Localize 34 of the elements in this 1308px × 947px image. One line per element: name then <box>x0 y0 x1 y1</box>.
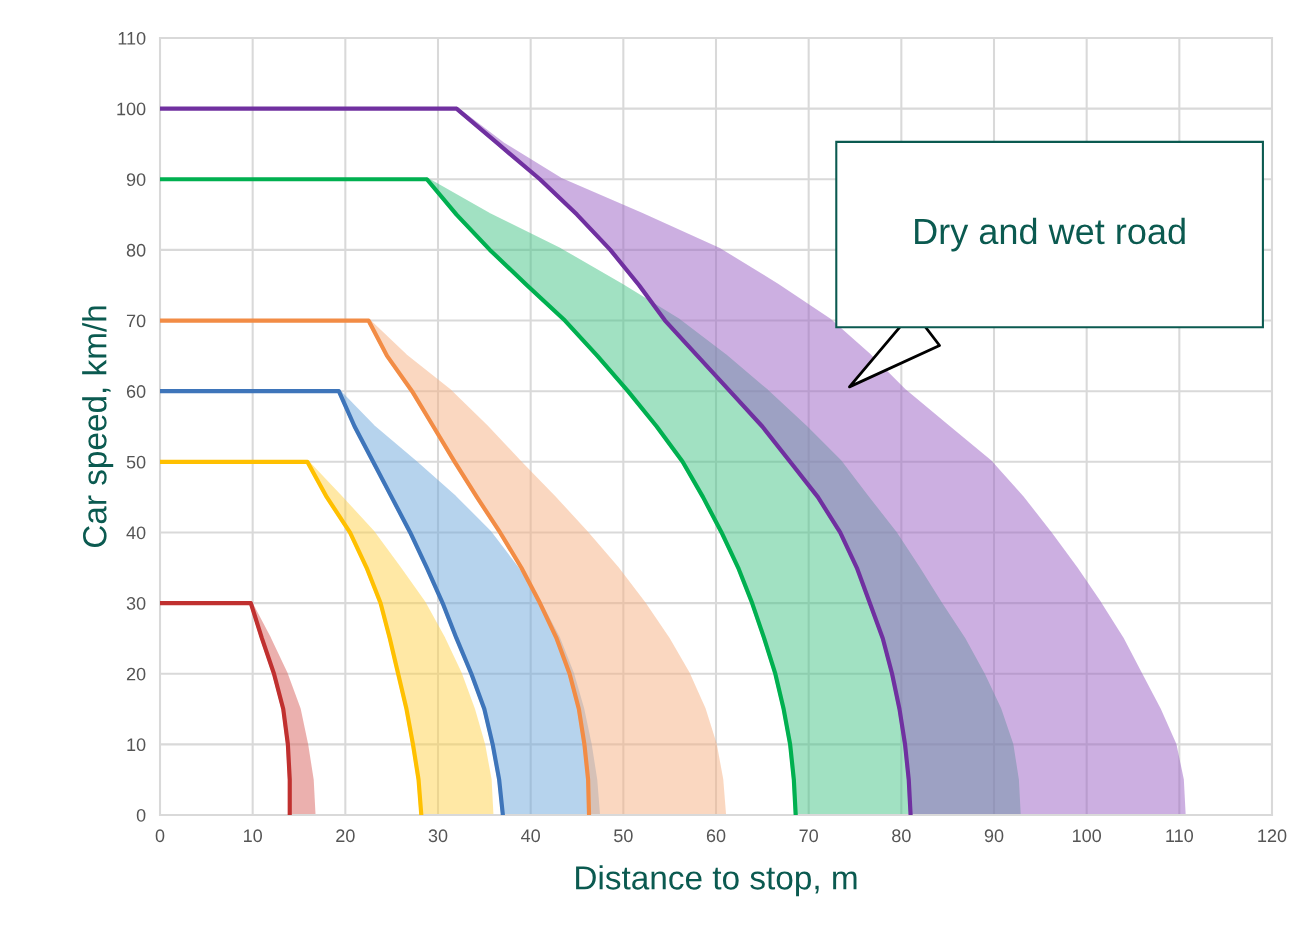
y-tick-label: 0 <box>136 808 146 822</box>
y-tick-label: 10 <box>127 738 146 752</box>
x-tick-label: 40 <box>521 829 540 843</box>
x-tick-label: 100 <box>1072 829 1102 843</box>
line-series <box>160 106 913 815</box>
y-tick-label: 70 <box>126 314 146 328</box>
x-tick-label: 30 <box>428 829 448 843</box>
y-tick-label: 50 <box>126 455 146 469</box>
x-tick-label: 120 <box>1258 829 1287 843</box>
line-series <box>160 389 505 815</box>
x-tick-label: 60 <box>706 829 726 843</box>
y-tick-label: 60 <box>126 385 146 398</box>
y-tick-label: 80 <box>126 243 146 257</box>
line-series <box>160 601 292 815</box>
x-tick-label: 0 <box>155 829 165 843</box>
y-tick-label: 40 <box>126 526 146 540</box>
annotation: Dry and wet road <box>915 217 1185 252</box>
x-tick-label: 10 <box>244 829 262 843</box>
y-tick-label: 30 <box>126 597 146 610</box>
x-tick-label: 110 <box>1166 829 1194 843</box>
x-tick-label: 70 <box>799 829 818 843</box>
x-tick-label: 90 <box>984 829 1004 843</box>
x-tick-label: 50 <box>614 829 633 843</box>
line-series <box>160 459 424 815</box>
y-tick-label: 100 <box>117 102 146 116</box>
line-series <box>160 318 592 815</box>
x-axis-title: Distance to stop, m <box>576 865 857 897</box>
x-tick-label: 80 <box>892 829 911 843</box>
y-tick-label: 110 <box>118 31 146 45</box>
y-axis-title: Car speed, km/h <box>82 306 114 548</box>
x-tick-label: 20 <box>336 829 355 843</box>
y-tick-label: 20 <box>126 667 146 681</box>
line-series <box>160 177 798 815</box>
y-tick-label: 90 <box>126 173 146 186</box>
